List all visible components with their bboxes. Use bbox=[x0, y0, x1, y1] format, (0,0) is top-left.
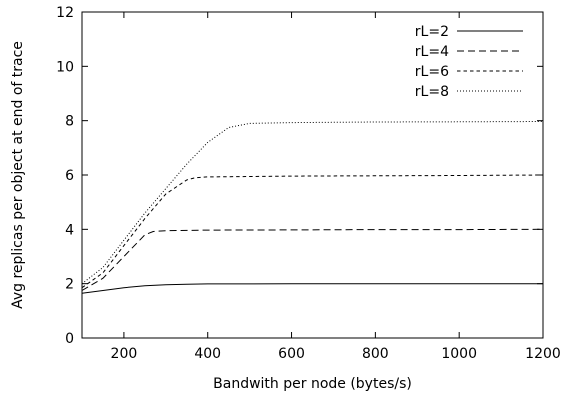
legend: rL=2 rL=4 rL=6 rL=8 bbox=[415, 24, 523, 100]
y-tick-label-4: 4 bbox=[65, 222, 74, 238]
legend-label-4: rL=8 bbox=[415, 84, 449, 100]
x-axis-ticks: 200 400 600 800 1000 1200 bbox=[111, 12, 561, 362]
x-tick-label-1200: 1200 bbox=[525, 346, 561, 362]
series-line-2 bbox=[81, 228, 544, 291]
x-tick-label-800: 800 bbox=[362, 346, 389, 362]
series-lines bbox=[81, 121, 544, 294]
y-tick-label-10: 10 bbox=[56, 59, 74, 75]
y-tick-label-0: 0 bbox=[65, 331, 74, 347]
x-tick-label-400: 400 bbox=[194, 346, 221, 362]
x-axis-title: Bandwith per node (bytes/s) bbox=[213, 376, 412, 392]
x-tick-label-200: 200 bbox=[111, 346, 138, 362]
y-tick-label-12: 12 bbox=[56, 5, 74, 21]
y-axis-ticks: 0 2 4 6 8 10 12 bbox=[56, 5, 543, 347]
legend-label-2: rL=4 bbox=[415, 44, 449, 60]
x-tick-label-1000: 1000 bbox=[441, 346, 477, 362]
series-line-1 bbox=[81, 283, 543, 294]
y-tick-label-6: 6 bbox=[65, 168, 74, 184]
y-tick-label-2: 2 bbox=[65, 277, 74, 293]
series-line-3 bbox=[81, 174, 544, 289]
y-axis-title: Avg replicas per object at end of trace bbox=[10, 41, 26, 309]
y-tick-label-8: 8 bbox=[65, 114, 74, 130]
legend-label-1: rL=2 bbox=[415, 24, 449, 40]
legend-label-3: rL=6 bbox=[415, 64, 449, 80]
plot-frame bbox=[81, 11, 544, 339]
x-tick-label-600: 600 bbox=[278, 346, 305, 362]
series-line-4 bbox=[81, 121, 544, 285]
